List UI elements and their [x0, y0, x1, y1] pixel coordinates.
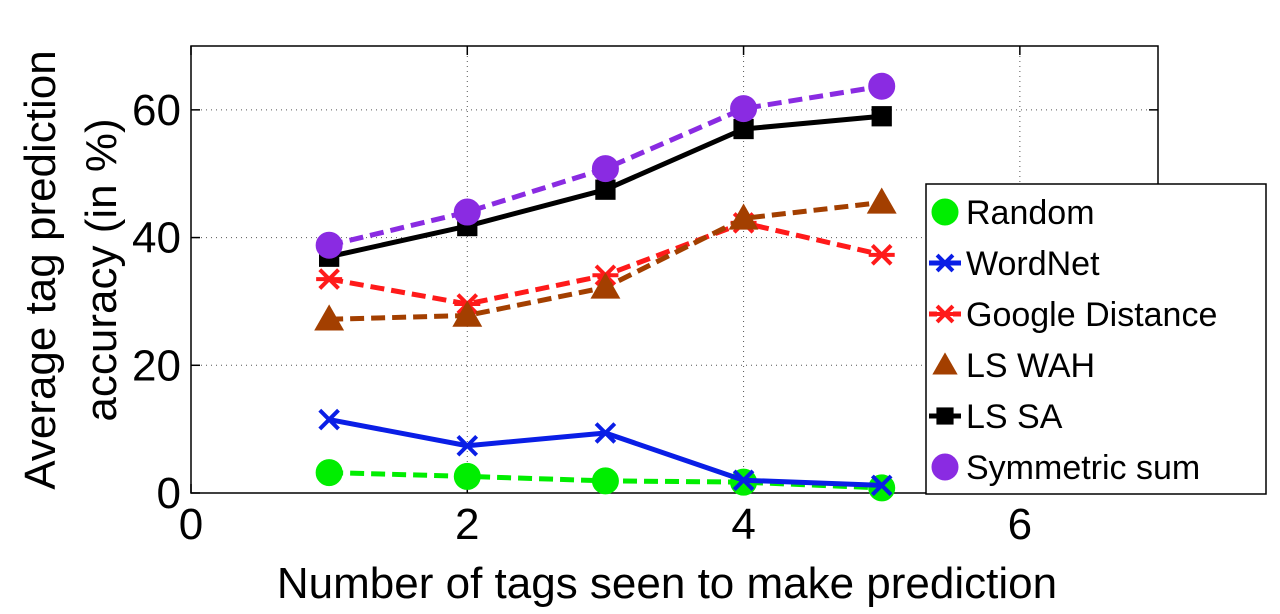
data-point: [315, 231, 343, 259]
legend-item: LS SA: [929, 398, 1063, 436]
data-point: [595, 179, 616, 200]
legend-item: Random: [931, 194, 1095, 232]
data-point-stroke: [732, 469, 755, 492]
data-point: [866, 187, 897, 214]
data-point: [452, 300, 483, 327]
series-wordnet: [318, 408, 893, 497]
data-point-stroke: [870, 474, 893, 497]
y-tick-label: 60: [132, 86, 181, 135]
x-tick-label: 2: [455, 500, 479, 549]
y-tick-label: 40: [132, 214, 181, 263]
data-point: [936, 407, 954, 425]
x-tick-label: 4: [731, 500, 755, 549]
legend-item: WordNet: [929, 245, 1100, 283]
legend-item: LS WAH: [932, 347, 1095, 385]
data-point: [591, 467, 619, 495]
legend-item: Symmetric sum: [931, 449, 1200, 487]
y-axis-title-line-2: accuracy (in %): [77, 118, 126, 421]
data-point-stroke: [935, 253, 955, 273]
data-point: [871, 106, 892, 127]
data-point: [594, 422, 617, 444]
data-point: [868, 244, 895, 266]
data-point-stroke: [456, 434, 479, 457]
data-point: [935, 253, 955, 273]
data-point: [453, 198, 481, 226]
data-point: [932, 352, 958, 375]
data-point: [314, 304, 345, 331]
data-point: [931, 198, 959, 226]
data-point: [453, 462, 481, 490]
data-point: [732, 469, 755, 492]
data-point: [733, 118, 754, 140]
legend-label: LS SA: [966, 398, 1063, 436]
x-tick-label: 0: [179, 500, 203, 549]
legend-label: Google Distance: [966, 296, 1217, 334]
data-point-stroke: [594, 422, 617, 444]
x-axis-title: Number of tags seen to make prediction: [277, 559, 1057, 608]
data-point: [728, 203, 759, 230]
data-point: [868, 72, 896, 100]
legend-label: Random: [966, 194, 1095, 232]
data-point: [318, 408, 340, 431]
data-point-stroke: [318, 408, 340, 431]
legend: Random WordNet Google Distance LS WAH LS SA S…: [925, 183, 1267, 495]
legend-label: WordNet: [966, 245, 1100, 283]
data-point: [870, 474, 893, 497]
data-point: [316, 268, 343, 290]
data-point: [934, 304, 956, 324]
legend-item: Google Distance: [929, 296, 1217, 334]
data-point: [590, 272, 621, 299]
series-group: [314, 72, 897, 502]
y-tick-label: 0: [157, 469, 181, 518]
series-symmetric-sum: [315, 72, 896, 259]
y-tick-label: 20: [132, 341, 181, 390]
legend-label: LS WAH: [966, 347, 1095, 385]
data-point: [456, 434, 479, 457]
legend-label: Symmetric sum: [966, 449, 1200, 487]
data-point: [315, 459, 343, 487]
data-point: [730, 95, 758, 123]
data-point: [931, 453, 959, 481]
x-tick-label: 6: [1008, 500, 1032, 549]
data-point: [591, 155, 619, 183]
legend-box: [925, 183, 1267, 495]
y-axis-title-line-1: Average tag prediction: [16, 50, 65, 489]
series-ls-wah: [314, 187, 897, 331]
